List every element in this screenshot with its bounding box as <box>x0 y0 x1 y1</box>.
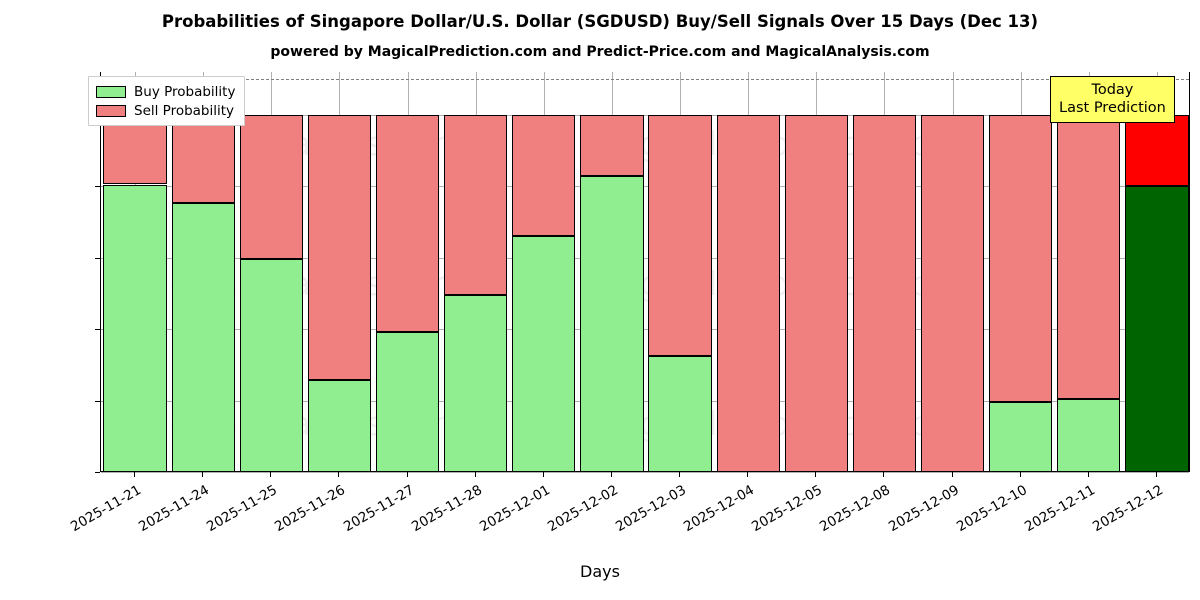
x-tick-label: 2025-11-25 <box>204 482 281 536</box>
bar-segment-buy[interactable] <box>444 295 508 472</box>
bar-segment-buy[interactable] <box>103 184 167 472</box>
bar-group[interactable] <box>989 72 1053 472</box>
bar-segment-sell[interactable] <box>648 114 712 356</box>
bar-segment-sell[interactable] <box>989 114 1053 402</box>
x-tick-mark <box>542 472 544 477</box>
x-tick-label: 2025-12-01 <box>476 482 553 536</box>
x-tick-label: 2025-12-03 <box>613 482 690 536</box>
legend-item-buy: Buy Probability <box>96 82 235 101</box>
bar-group[interactable] <box>648 72 712 472</box>
bar-group[interactable] <box>375 72 440 472</box>
bar-segment-sell[interactable] <box>716 114 780 472</box>
today-annotation-line1: Today <box>1091 82 1134 98</box>
bar-group[interactable] <box>1057 72 1121 472</box>
x-tick-mark <box>134 472 136 477</box>
plot-area: MagicalAnalysis.comMagicalPrediction.com… <box>100 72 1190 473</box>
chart-subtitle: powered by MagicalPrediction.com and Pre… <box>270 44 930 60</box>
x-tick-mark <box>815 472 817 477</box>
today-annotation-line2: Last Prediction <box>1059 100 1166 116</box>
x-tick-label: 2025-11-28 <box>408 482 485 536</box>
x-tick-mark <box>747 472 749 477</box>
chart-title: Probabilities of Singapore Dollar/U.S. D… <box>161 12 1039 31</box>
bar-group[interactable] <box>171 72 235 472</box>
x-tick-label: 2025-12-08 <box>817 482 894 536</box>
x-tick-mark <box>679 472 681 477</box>
x-tick-label: 2025-12-04 <box>681 482 758 536</box>
bars-layer <box>101 72 1189 472</box>
x-tick-label: 2025-12-02 <box>544 482 621 536</box>
bar-group[interactable] <box>920 72 985 472</box>
bar-group[interactable] <box>716 72 780 472</box>
y-tick-mark <box>95 472 100 473</box>
bar-segment-sell[interactable] <box>307 114 372 380</box>
chart-legend: Buy Probability Sell Probability <box>88 76 246 126</box>
x-tick-label: 2025-11-24 <box>136 482 213 536</box>
bar-group[interactable] <box>784 72 848 472</box>
bar-segment-buy[interactable] <box>171 203 235 472</box>
bar-segment-buy[interactable] <box>1125 186 1189 472</box>
x-tick-label: 2025-12-12 <box>1089 482 1166 536</box>
bar-segment-buy[interactable] <box>375 332 440 472</box>
legend-swatch-sell-icon <box>96 104 126 117</box>
bar-segment-sell[interactable] <box>580 114 644 176</box>
bar-segment-buy[interactable] <box>648 355 712 472</box>
x-tick-label: 2025-11-27 <box>340 482 417 536</box>
threshold-dashed-line <box>101 79 1189 81</box>
legend-item-sell: Sell Probability <box>96 101 235 120</box>
x-tick-label: 2025-12-10 <box>953 482 1030 536</box>
bar-segment-sell[interactable] <box>784 114 848 472</box>
legend-swatch-buy-icon <box>96 85 126 98</box>
bar-segment-sell[interactable] <box>239 114 303 260</box>
gridline-horizontal <box>101 472 1189 473</box>
bar-group[interactable] <box>103 72 167 472</box>
bar-segment-sell[interactable] <box>920 114 985 472</box>
bar-group[interactable] <box>512 72 576 472</box>
bar-segment-buy[interactable] <box>307 379 372 472</box>
bar-group[interactable] <box>239 72 303 472</box>
x-tick-label: 2025-12-11 <box>1021 482 1098 536</box>
x-tick-mark <box>406 472 408 477</box>
x-tick-mark <box>202 472 204 477</box>
bar-segment-sell[interactable] <box>1125 114 1189 187</box>
x-tick-mark <box>1019 472 1021 477</box>
bar-segment-sell[interactable] <box>444 114 508 296</box>
x-tick-mark <box>1155 472 1157 477</box>
x-tick-mark <box>270 472 272 477</box>
x-tick-label: 2025-12-09 <box>885 482 962 536</box>
x-tick-mark <box>610 472 612 477</box>
x-tick-mark <box>1087 472 1089 477</box>
bar-group[interactable] <box>852 72 917 472</box>
x-tick-mark <box>338 472 340 477</box>
y-tick-mark <box>95 186 100 188</box>
bar-segment-sell[interactable] <box>1057 114 1121 399</box>
bar-segment-buy[interactable] <box>1057 398 1121 472</box>
bar-segment-buy[interactable] <box>989 401 1053 472</box>
x-tick-label: 2025-11-26 <box>272 482 349 536</box>
bar-segment-sell[interactable] <box>171 114 235 204</box>
bar-group[interactable] <box>307 72 372 472</box>
bar-group[interactable] <box>444 72 508 472</box>
y-tick-mark <box>95 257 100 259</box>
legend-label-buy: Buy Probability <box>134 83 236 100</box>
bar-group[interactable] <box>580 72 644 472</box>
bar-group-today[interactable] <box>1125 72 1189 472</box>
bar-segment-sell[interactable] <box>375 114 440 332</box>
bar-segment-buy[interactable] <box>580 175 644 472</box>
x-tick-mark <box>883 472 885 477</box>
y-tick-mark <box>95 400 100 402</box>
today-annotation: Today Last Prediction <box>1050 76 1175 123</box>
x-tick-mark <box>951 472 953 477</box>
bar-segment-buy[interactable] <box>239 259 303 472</box>
y-tick-mark <box>95 329 100 331</box>
x-axis-label: Days <box>580 562 620 581</box>
bar-segment-sell[interactable] <box>512 114 576 237</box>
x-tick-label: 2025-11-21 <box>68 482 145 536</box>
bar-segment-sell[interactable] <box>852 114 917 472</box>
x-tick-label: 2025-12-05 <box>749 482 826 536</box>
bar-segment-buy[interactable] <box>512 236 576 472</box>
x-tick-mark <box>474 472 476 477</box>
legend-label-sell: Sell Probability <box>134 102 235 119</box>
